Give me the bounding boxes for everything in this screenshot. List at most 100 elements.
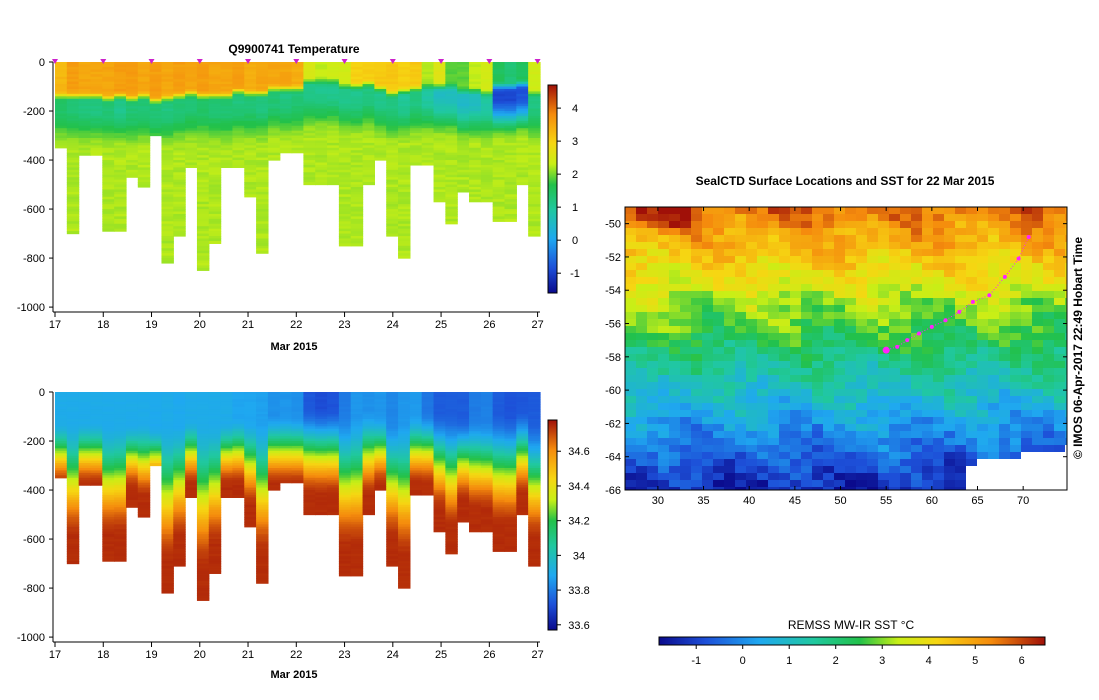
profile-cell [208,142,222,146]
profile-cell [208,541,222,545]
profile-cell [102,118,115,122]
profile-cell [338,81,352,85]
sst-cell [680,214,692,222]
profile-cell [338,418,352,423]
profile-cell [350,561,364,565]
profile-cell [161,590,174,594]
profile-cell [66,531,80,535]
sst-cell [636,207,648,215]
profile-cell [196,482,210,486]
profile-cell [398,514,411,518]
profile-column [374,392,387,491]
profile-cell [386,524,399,528]
profile-cell [327,108,340,112]
y-tick-label: -400 [23,155,45,167]
profile-cell [102,529,115,533]
profile-cell [445,514,458,518]
profile-cell [114,499,127,503]
profile-cell [208,71,222,75]
profile-cell [350,465,364,469]
profile-cell [480,492,494,496]
profile-cell [386,93,399,97]
profile-cell [196,160,210,164]
profile-cell [114,490,127,494]
profile-cell [161,123,174,127]
profile-cell [504,529,517,533]
profile-cell [196,209,210,213]
profile-cell [469,526,482,530]
profile-cell [244,182,257,186]
profile-column [315,62,328,186]
profile-cell [173,504,186,508]
profile-cell [374,147,387,151]
profile-cell [291,84,305,88]
profile-cell [362,150,375,154]
profile-cell [114,140,127,144]
profile-cell [350,130,364,134]
profile-cell [362,426,375,430]
profile-marker [52,59,58,64]
profile-cell [161,182,174,186]
profile-cell [66,546,80,550]
profile-cell [55,396,68,400]
profile-cell [279,414,293,418]
sst-cell [625,214,637,222]
profile-cell [374,441,387,445]
profile-cell [374,453,387,457]
profile-cell [66,536,80,540]
profile-cell [315,404,328,408]
profile-cell [469,113,482,117]
profile-cell [528,150,541,154]
profile-cell [386,463,399,467]
profile-cell [173,106,186,110]
profile-cell [208,477,222,481]
sst-cell [658,228,670,236]
profile-cell [90,145,103,149]
profile-cell [457,477,470,481]
profile-cell [528,409,541,413]
profile-cell [55,463,68,467]
profile-cell [279,120,293,124]
sst-cell [735,207,747,215]
profile-cell [114,536,127,540]
profile-cell [208,69,222,73]
profile-cell [315,470,328,474]
profile-cell [114,441,127,445]
profile-cell [208,74,222,78]
profile-cell [279,133,293,137]
profile-cell [469,169,482,173]
profile-cell [256,534,269,538]
profile-cell [374,396,387,400]
profile-cell [338,563,352,567]
profile-cell [279,470,293,474]
profile-cell [338,509,352,513]
profile-cell [327,81,340,85]
profile-cell [232,157,245,161]
profile-cell [421,416,435,420]
profile-cell [504,521,517,525]
profile-cell [315,399,328,403]
profile-cell [196,71,210,75]
profile-cell [528,453,541,457]
profile-cell [315,81,328,85]
sst-cell [911,207,923,215]
sst-cell [669,221,681,229]
profile-cell [291,147,305,151]
profile-cell [492,169,506,173]
profile-cell [114,406,127,410]
profile-column [137,62,151,188]
profile-cell [421,120,435,124]
profile-cell [421,162,435,166]
profile-cell [398,575,411,579]
sst-map-title: SealCTD Surface Locations and SST for 22… [696,174,995,188]
profile-cell [114,494,127,498]
profile-cell [469,409,482,413]
profile-cell [185,111,198,115]
profile-cell [386,172,399,176]
profile-cell [66,428,80,432]
profile-cell [244,98,257,102]
profile-cell [528,218,541,222]
profile-cell [504,128,517,132]
profile-cell [315,162,328,166]
profile-cell [173,133,186,137]
